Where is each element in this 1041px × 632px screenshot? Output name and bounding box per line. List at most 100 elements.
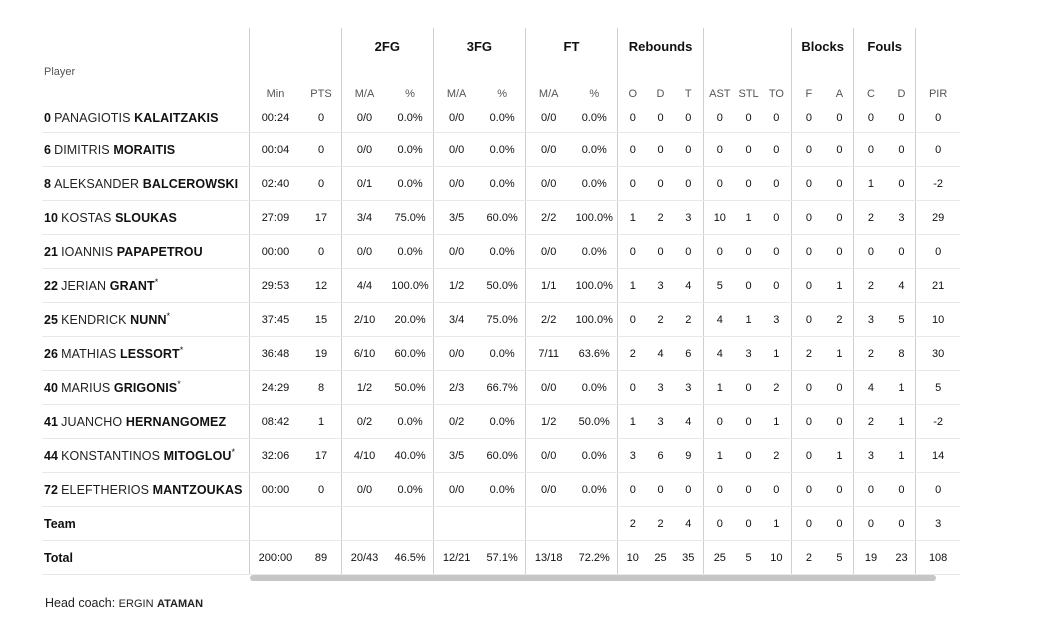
stat-fd: 23 (887, 540, 916, 575)
stat-fd: 4 (887, 268, 916, 303)
player-name-cell[interactable]: 8 ALEKSANDER BALCEROWSKI (42, 166, 250, 201)
col-pir: PIR (915, 56, 960, 104)
stat-fg3-pct: 0.0% (479, 234, 526, 269)
stat-fg3-pct: 0.0% (479, 472, 526, 507)
stat-ast: 1 (703, 370, 736, 405)
player-number: 25 (44, 312, 59, 327)
stat-ft-ma: 0/0 (524, 132, 572, 167)
head-coach: Head coach: ERGIN ATAMAN (45, 596, 203, 610)
stat-fg2-pct: 0.0% (387, 234, 434, 269)
player-first-name: MATHIAS (61, 346, 117, 361)
stat-t: 0 (673, 104, 704, 133)
column-header-row: Player Min PTS M/A % M/A % M/A % O D T A… (42, 56, 960, 104)
stat-ft-ma: 0/0 (524, 472, 572, 507)
stat-fc: 0 (853, 104, 888, 133)
stat-ft-pct: 50.0% (571, 404, 618, 439)
col-ft-ma: M/A (524, 56, 572, 104)
horizontal-scrollbar-thumb[interactable] (250, 575, 936, 581)
stat-fc: 0 (853, 234, 888, 269)
player-row: 25 KENDRICK NUNN* 37:45 15 2/10 20.0% 3/4 75.0%… (42, 302, 960, 337)
stat-fg3-pct: 0.0% (479, 404, 526, 439)
stat-pts: 1 (301, 404, 342, 439)
player-name-cell[interactable]: 26 MATHIAS LESSORT* (42, 336, 250, 371)
stat-bf: 0 (791, 370, 826, 405)
player-number: 72 (44, 482, 59, 497)
stat-to: 0 (761, 268, 792, 303)
col-stl: STL (738, 88, 759, 100)
stat-fg2-ma (340, 506, 388, 541)
stat-bf: 0 (791, 438, 826, 473)
stat-min: 37:45 (248, 302, 302, 337)
head-coach-last-name: ATAMAN (157, 598, 204, 610)
stat-ast: 0 (703, 234, 736, 269)
total-row: Total 200:00 89 20/43 46.5% 12/21 57.1% 13/18 72… (42, 540, 960, 575)
stat-pts: 8 (301, 370, 342, 405)
stat-stl: 3 (735, 336, 762, 371)
stat-d: 2 (647, 506, 674, 541)
stat-ft-ma: 2/2 (524, 302, 572, 337)
stat-fd: 8 (887, 336, 916, 371)
player-last-name: GRANT (109, 278, 155, 293)
col-2fg-ma: M/A (340, 56, 388, 104)
stat-t: 0 (673, 132, 704, 167)
player-name-cell[interactable]: 44 KONSTANTINOS MITOGLOU* (42, 438, 250, 473)
player-name-cell[interactable]: 21 IOANNIS PAPAPETROU (42, 234, 250, 269)
stat-o: 1 (616, 268, 648, 303)
stat-ft-pct: 0.0% (571, 472, 618, 507)
stat-o: 3 (616, 438, 648, 473)
stat-fg3-pct: 57.1% (479, 540, 526, 575)
stat-fg2-pct: 46.5% (387, 540, 434, 575)
stat-ast: 4 (703, 302, 736, 337)
stat-fd: 1 (887, 404, 916, 439)
stat-fg3-ma: 3/5 (432, 438, 480, 473)
stat-ft-pct: 0.0% (571, 370, 618, 405)
horizontal-scroll-track[interactable] (42, 575, 960, 583)
stat-pir: 0 (915, 234, 960, 269)
stat-fg3-pct: 75.0% (479, 302, 526, 337)
player-name-cell[interactable]: 41 JUANCHO HERNANGOMEZ (42, 404, 250, 439)
player-name-cell[interactable]: 0 PANAGIOTIS KALAITZAKIS (42, 104, 250, 133)
group-rebounds: Rebounds (616, 28, 704, 56)
stat-min (248, 506, 302, 541)
stat-fg2-ma: 0/0 (340, 132, 388, 167)
stat-bf: 0 (791, 268, 826, 303)
stat-ft-ma: 0/0 (524, 234, 572, 269)
stat-to: 0 (761, 132, 792, 167)
stat-ft-pct: 0.0% (571, 234, 618, 269)
stat-o: 0 (616, 302, 648, 337)
player-first-name: KOSTAS (61, 210, 112, 225)
player-name-cell[interactable]: 72 ELEFTHERIOS MANTZOUKAS (42, 472, 250, 507)
player-name-cell[interactable]: 10 KOSTAS SLOUKAS (42, 200, 250, 235)
stat-ft-pct: 0.0% (571, 166, 618, 201)
player-row: 10 KOSTAS SLOUKAS 27:09 17 3/4 75.0% 3/5 60.0% 2… (42, 200, 960, 235)
stat-fg2-ma: 4/4 (340, 268, 388, 303)
stat-pir: 21 (915, 268, 960, 303)
col-ft-pct: % (589, 88, 600, 100)
col-player: Player (44, 66, 76, 78)
total-label: Total (42, 540, 250, 575)
stat-fg3-ma: 0/0 (432, 336, 480, 371)
stat-fg3-ma: 1/2 (432, 268, 480, 303)
stat-fg3-pct: 60.0% (479, 438, 526, 473)
group-header-row: 2FG 3FG FT Rebounds Blocks Fouls (42, 28, 960, 56)
player-number: 6 (44, 142, 52, 157)
stat-ft-ma: 0/0 (524, 438, 572, 473)
player-name-cell[interactable]: 25 KENDRICK NUNN* (42, 302, 250, 337)
player-name-cell[interactable]: 22 JERIAN GRANT* (42, 268, 250, 303)
stat-fg2-pct: 0.0% (387, 404, 434, 439)
stat-min: 08:42 (248, 404, 302, 439)
stat-ba: 2 (825, 302, 854, 337)
stat-t: 2 (673, 302, 704, 337)
stat-ba: 0 (825, 132, 854, 167)
player-name-cell[interactable]: 40 MARIUS GRIGONIS* (42, 370, 250, 405)
stat-fc: 3 (853, 302, 888, 337)
stat-d: 3 (647, 268, 674, 303)
stat-stl: 0 (735, 166, 762, 201)
stat-pts: 89 (301, 540, 342, 575)
player-row: 26 MATHIAS LESSORT* 36:48 19 6/10 60.0% 0/0 0.0… (42, 336, 960, 371)
player-number: 26 (44, 346, 59, 361)
player-last-name: HERNANGOMEZ (125, 414, 227, 429)
stat-fc: 4 (853, 370, 888, 405)
stat-min: 00:04 (248, 132, 302, 167)
player-name-cell[interactable]: 6 DIMITRIS MORAITIS (42, 132, 250, 167)
